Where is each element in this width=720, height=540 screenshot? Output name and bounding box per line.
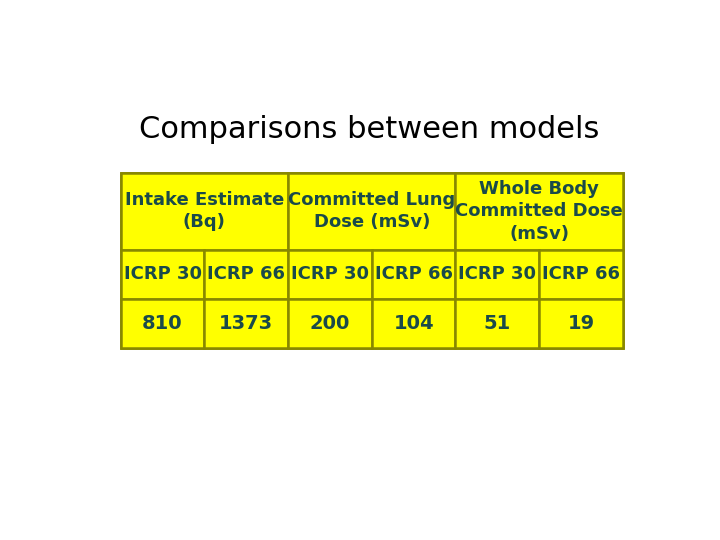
- Text: ICRP 66: ICRP 66: [207, 265, 285, 283]
- Bar: [204, 249, 288, 299]
- Bar: [288, 173, 456, 249]
- Text: 104: 104: [393, 314, 434, 333]
- Text: 19: 19: [567, 314, 595, 333]
- Bar: [539, 299, 623, 348]
- Text: ICRP 30: ICRP 30: [291, 265, 369, 283]
- Bar: [372, 299, 456, 348]
- Bar: [456, 249, 539, 299]
- Bar: [288, 299, 372, 348]
- Text: ICRP 66: ICRP 66: [374, 265, 453, 283]
- Text: 51: 51: [484, 314, 511, 333]
- Text: ICRP 66: ICRP 66: [542, 265, 620, 283]
- Bar: [539, 249, 623, 299]
- Bar: [121, 173, 288, 249]
- Text: Committed Lung
Dose (mSv): Committed Lung Dose (mSv): [288, 191, 456, 232]
- Text: Whole Body
Committed Dose
(mSv): Whole Body Committed Dose (mSv): [455, 180, 623, 242]
- Bar: [121, 173, 623, 348]
- Text: Comparisons between models: Comparisons between models: [139, 114, 599, 144]
- Bar: [204, 299, 288, 348]
- Bar: [456, 173, 623, 249]
- Text: Intake Estimate
(Bq): Intake Estimate (Bq): [125, 191, 284, 232]
- Text: ICRP 30: ICRP 30: [459, 265, 536, 283]
- Bar: [121, 249, 204, 299]
- Bar: [288, 249, 372, 299]
- Bar: [121, 299, 204, 348]
- Text: 1373: 1373: [219, 314, 274, 333]
- Text: 810: 810: [143, 314, 183, 333]
- Text: ICRP 30: ICRP 30: [124, 265, 202, 283]
- Bar: [456, 299, 539, 348]
- Text: 200: 200: [310, 314, 350, 333]
- Bar: [372, 249, 456, 299]
